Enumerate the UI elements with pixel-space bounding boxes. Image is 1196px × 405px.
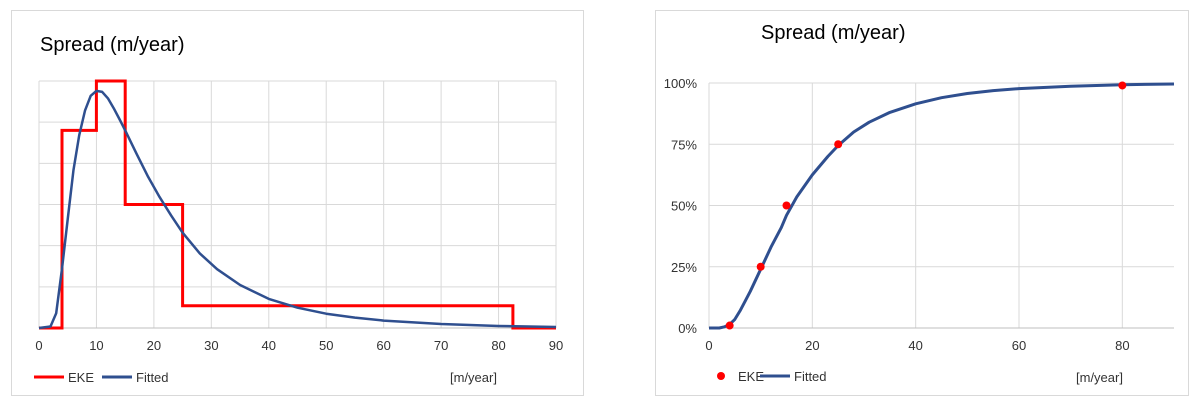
- chart-panel-left: Spread (m/year) 0 10 20 30 40 50 60 70 80 90 [m/y…: [11, 10, 584, 396]
- series-line-fitted: [709, 82, 1175, 330]
- x-tick-label: 80: [1115, 338, 1129, 353]
- eke-point: [1118, 81, 1127, 90]
- y-tick-label: 0%: [678, 321, 697, 336]
- legend-label-eke: EKE: [738, 369, 764, 384]
- x-tick-label: 30: [204, 338, 218, 353]
- legend-label-fitted: Fitted: [794, 369, 827, 384]
- chart-left-title: Spread (m/year): [40, 34, 185, 56]
- x-tick-label: 60: [1012, 338, 1026, 353]
- x-tick-label: 0: [705, 338, 712, 353]
- chart-left-xlabel: [m/year]: [450, 370, 497, 385]
- eke-point: [756, 262, 765, 271]
- eke-point: [834, 140, 843, 149]
- y-tick-label: 100%: [664, 76, 698, 91]
- x-tick-label: 40: [908, 338, 922, 353]
- x-tick-label: 80: [491, 338, 505, 353]
- chart-left-series: [38, 79, 557, 330]
- chart-left-legend: EKE Fitted: [34, 370, 169, 385]
- x-tick-label: 70: [434, 338, 448, 353]
- eke-point: [782, 201, 791, 210]
- x-tick-label: 10: [89, 338, 103, 353]
- x-tick-label: 20: [805, 338, 819, 353]
- series-line-fitted: [38, 89, 557, 330]
- chart-left-svg: Spread (m/year) 0 10 20 30 40 50 60 70 80 90 [m/y…: [34, 34, 563, 385]
- chart-panel-right: Spread (m/year) 0% 25% 50% 75% 100% 0 20 40 60 80…: [655, 10, 1189, 396]
- eke-point: [725, 321, 734, 330]
- chart-right-legend: EKE Fitted: [717, 369, 827, 384]
- chart-left-x-axis: 0 10 20 30 40 50 60 70 80 90: [35, 327, 563, 353]
- x-tick-label: 40: [262, 338, 276, 353]
- y-tick-label: 75%: [671, 137, 697, 152]
- legend-label-eke: EKE: [68, 370, 94, 385]
- chart-right-xlabel: [m/year]: [1076, 370, 1123, 385]
- x-tick-label: 90: [549, 338, 563, 353]
- chart-right-grid: [708, 82, 1174, 329]
- x-tick-label: 20: [147, 338, 161, 353]
- x-tick-label: 0: [35, 338, 42, 353]
- legend-label-fitted: Fitted: [136, 370, 169, 385]
- chart-right-title: Spread (m/year): [761, 22, 906, 44]
- chart-right-axes: 0% 25% 50% 75% 100% 0 20 40 60 80: [664, 76, 1174, 353]
- chart-right-series: [709, 81, 1175, 330]
- y-tick-label: 50%: [671, 199, 697, 214]
- chart-left-grid: [38, 80, 557, 329]
- x-tick-label: 50: [319, 338, 333, 353]
- legend-marker-eke: [717, 372, 725, 380]
- series-line-eke: [39, 79, 556, 330]
- x-tick-label: 60: [376, 338, 390, 353]
- chart-right-svg: Spread (m/year) 0% 25% 50% 75% 100% 0 20 40 60 80…: [664, 22, 1175, 385]
- y-tick-label: 25%: [671, 260, 697, 275]
